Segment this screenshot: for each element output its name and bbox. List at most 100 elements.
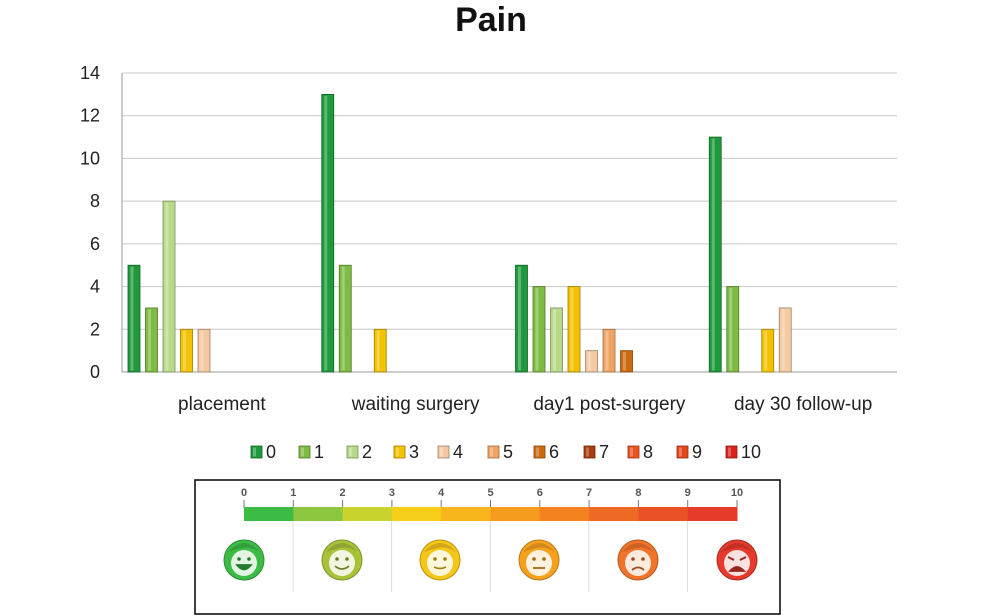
pain-scale-number: 0 <box>241 487 247 499</box>
bar <box>515 264 528 373</box>
legend-label: 8 <box>643 442 653 462</box>
bar <box>761 328 775 373</box>
happy-face-icon <box>223 539 265 581</box>
bar <box>373 328 387 373</box>
legend-item: 2 <box>346 442 372 462</box>
bar <box>620 350 633 373</box>
pain-scale-segment <box>638 507 689 521</box>
y-tick-label: 8 <box>90 191 100 211</box>
y-tick-label: 2 <box>90 319 100 339</box>
pain-scale-number: 5 <box>487 487 493 499</box>
slight-smile-face-icon <box>419 539 461 581</box>
legend-label: 1 <box>314 442 324 462</box>
legend: 0 1 2 3 4 5 6 7 8 9 10 <box>250 442 761 462</box>
bar <box>321 93 335 373</box>
bar <box>197 328 211 373</box>
legend-swatch <box>583 445 596 459</box>
bar <box>145 307 158 373</box>
bar <box>180 328 193 373</box>
pain-scale-segment <box>342 507 393 521</box>
pain-scale-number: 7 <box>586 487 592 499</box>
legend-swatch <box>627 445 640 459</box>
category-label: placement <box>178 394 266 415</box>
legend-item: 6 <box>533 442 559 462</box>
pain-scale-segment <box>539 507 590 521</box>
pain-scale-segment <box>589 507 639 521</box>
pain-scale-frame <box>194 479 781 615</box>
bar <box>532 286 546 373</box>
bars <box>127 93 792 373</box>
legend-item: 7 <box>583 442 609 462</box>
pain-scale-number: 2 <box>340 487 346 499</box>
sad-face-icon <box>617 539 659 581</box>
legend-label: 7 <box>599 442 609 462</box>
pain-scale-segment <box>687 507 738 521</box>
pain-scale-segment <box>244 507 294 521</box>
pain-scale-panel: 0 1 2 3 4 5 6 7 8 9 10 <box>194 479 781 615</box>
chart-title: Pain <box>455 1 527 39</box>
pain-scale-segment <box>441 507 491 521</box>
y-tick-label: 12 <box>80 106 100 126</box>
y-axis: 0 2 4 6 8 10 12 14 <box>80 63 123 382</box>
y-tick-label: 6 <box>90 234 100 254</box>
legend-swatch <box>393 445 406 459</box>
bar <box>127 264 141 373</box>
legend-swatch <box>487 445 500 459</box>
legend-label: 9 <box>692 442 702 462</box>
legend-item: 10 <box>725 442 761 462</box>
bar <box>567 286 581 373</box>
pain-scale-number: 3 <box>389 487 395 499</box>
legend-item: 5 <box>487 442 513 462</box>
pain-scale-number: 6 <box>537 487 543 499</box>
y-tick-label: 4 <box>90 277 100 297</box>
bar <box>602 328 616 373</box>
y-tick-label: 10 <box>80 148 100 168</box>
pain-scale-number: 8 <box>635 487 641 499</box>
category-label: waiting surgery <box>351 394 480 415</box>
legend-item: 3 <box>393 442 419 462</box>
legend-swatch <box>725 445 738 459</box>
pain-scale-segment <box>490 507 541 521</box>
legend-item: 9 <box>676 442 702 462</box>
legend-item: 1 <box>298 442 324 462</box>
legend-swatch <box>250 445 263 459</box>
bar <box>162 200 176 373</box>
x-axis: placement waiting surgery day1 post-surger… <box>178 394 872 415</box>
bar <box>778 307 792 373</box>
y-tick-label: 14 <box>80 63 100 83</box>
legend-label: 4 <box>453 442 463 462</box>
bar <box>726 286 740 373</box>
gridlines <box>122 72 897 373</box>
bar <box>550 307 563 373</box>
pain-scale-segment <box>391 507 442 521</box>
pain-scale-number: 1 <box>290 487 296 499</box>
legend-label: 2 <box>362 442 372 462</box>
y-tick-label: 0 <box>90 362 100 382</box>
pain-scale-segment <box>293 507 344 521</box>
bar <box>585 350 598 373</box>
bar <box>708 136 722 373</box>
smile-face-icon <box>321 539 363 581</box>
legend-label: 0 <box>266 442 276 462</box>
crying-face-icon <box>716 539 758 581</box>
legend-swatch <box>533 445 546 459</box>
legend-swatch <box>676 445 689 459</box>
legend-swatch <box>346 445 359 459</box>
bar <box>338 264 352 373</box>
pain-scale-number: 4 <box>438 487 445 499</box>
legend-label: 3 <box>409 442 419 462</box>
legend-swatch <box>298 445 311 459</box>
pain-scale-number: 9 <box>685 487 691 499</box>
category-label: day1 post-surgery <box>533 394 686 415</box>
category-label: day 30 follow-up <box>734 394 872 415</box>
legend-label: 5 <box>503 442 513 462</box>
legend-item: 4 <box>437 442 463 462</box>
legend-item: 8 <box>627 442 653 462</box>
pain-scale-number: 10 <box>731 487 743 499</box>
legend-label: 10 <box>741 442 761 462</box>
legend-swatch <box>437 445 450 459</box>
legend-item: 0 <box>250 442 276 462</box>
legend-label: 6 <box>549 442 559 462</box>
neutral-face-icon <box>518 539 560 581</box>
